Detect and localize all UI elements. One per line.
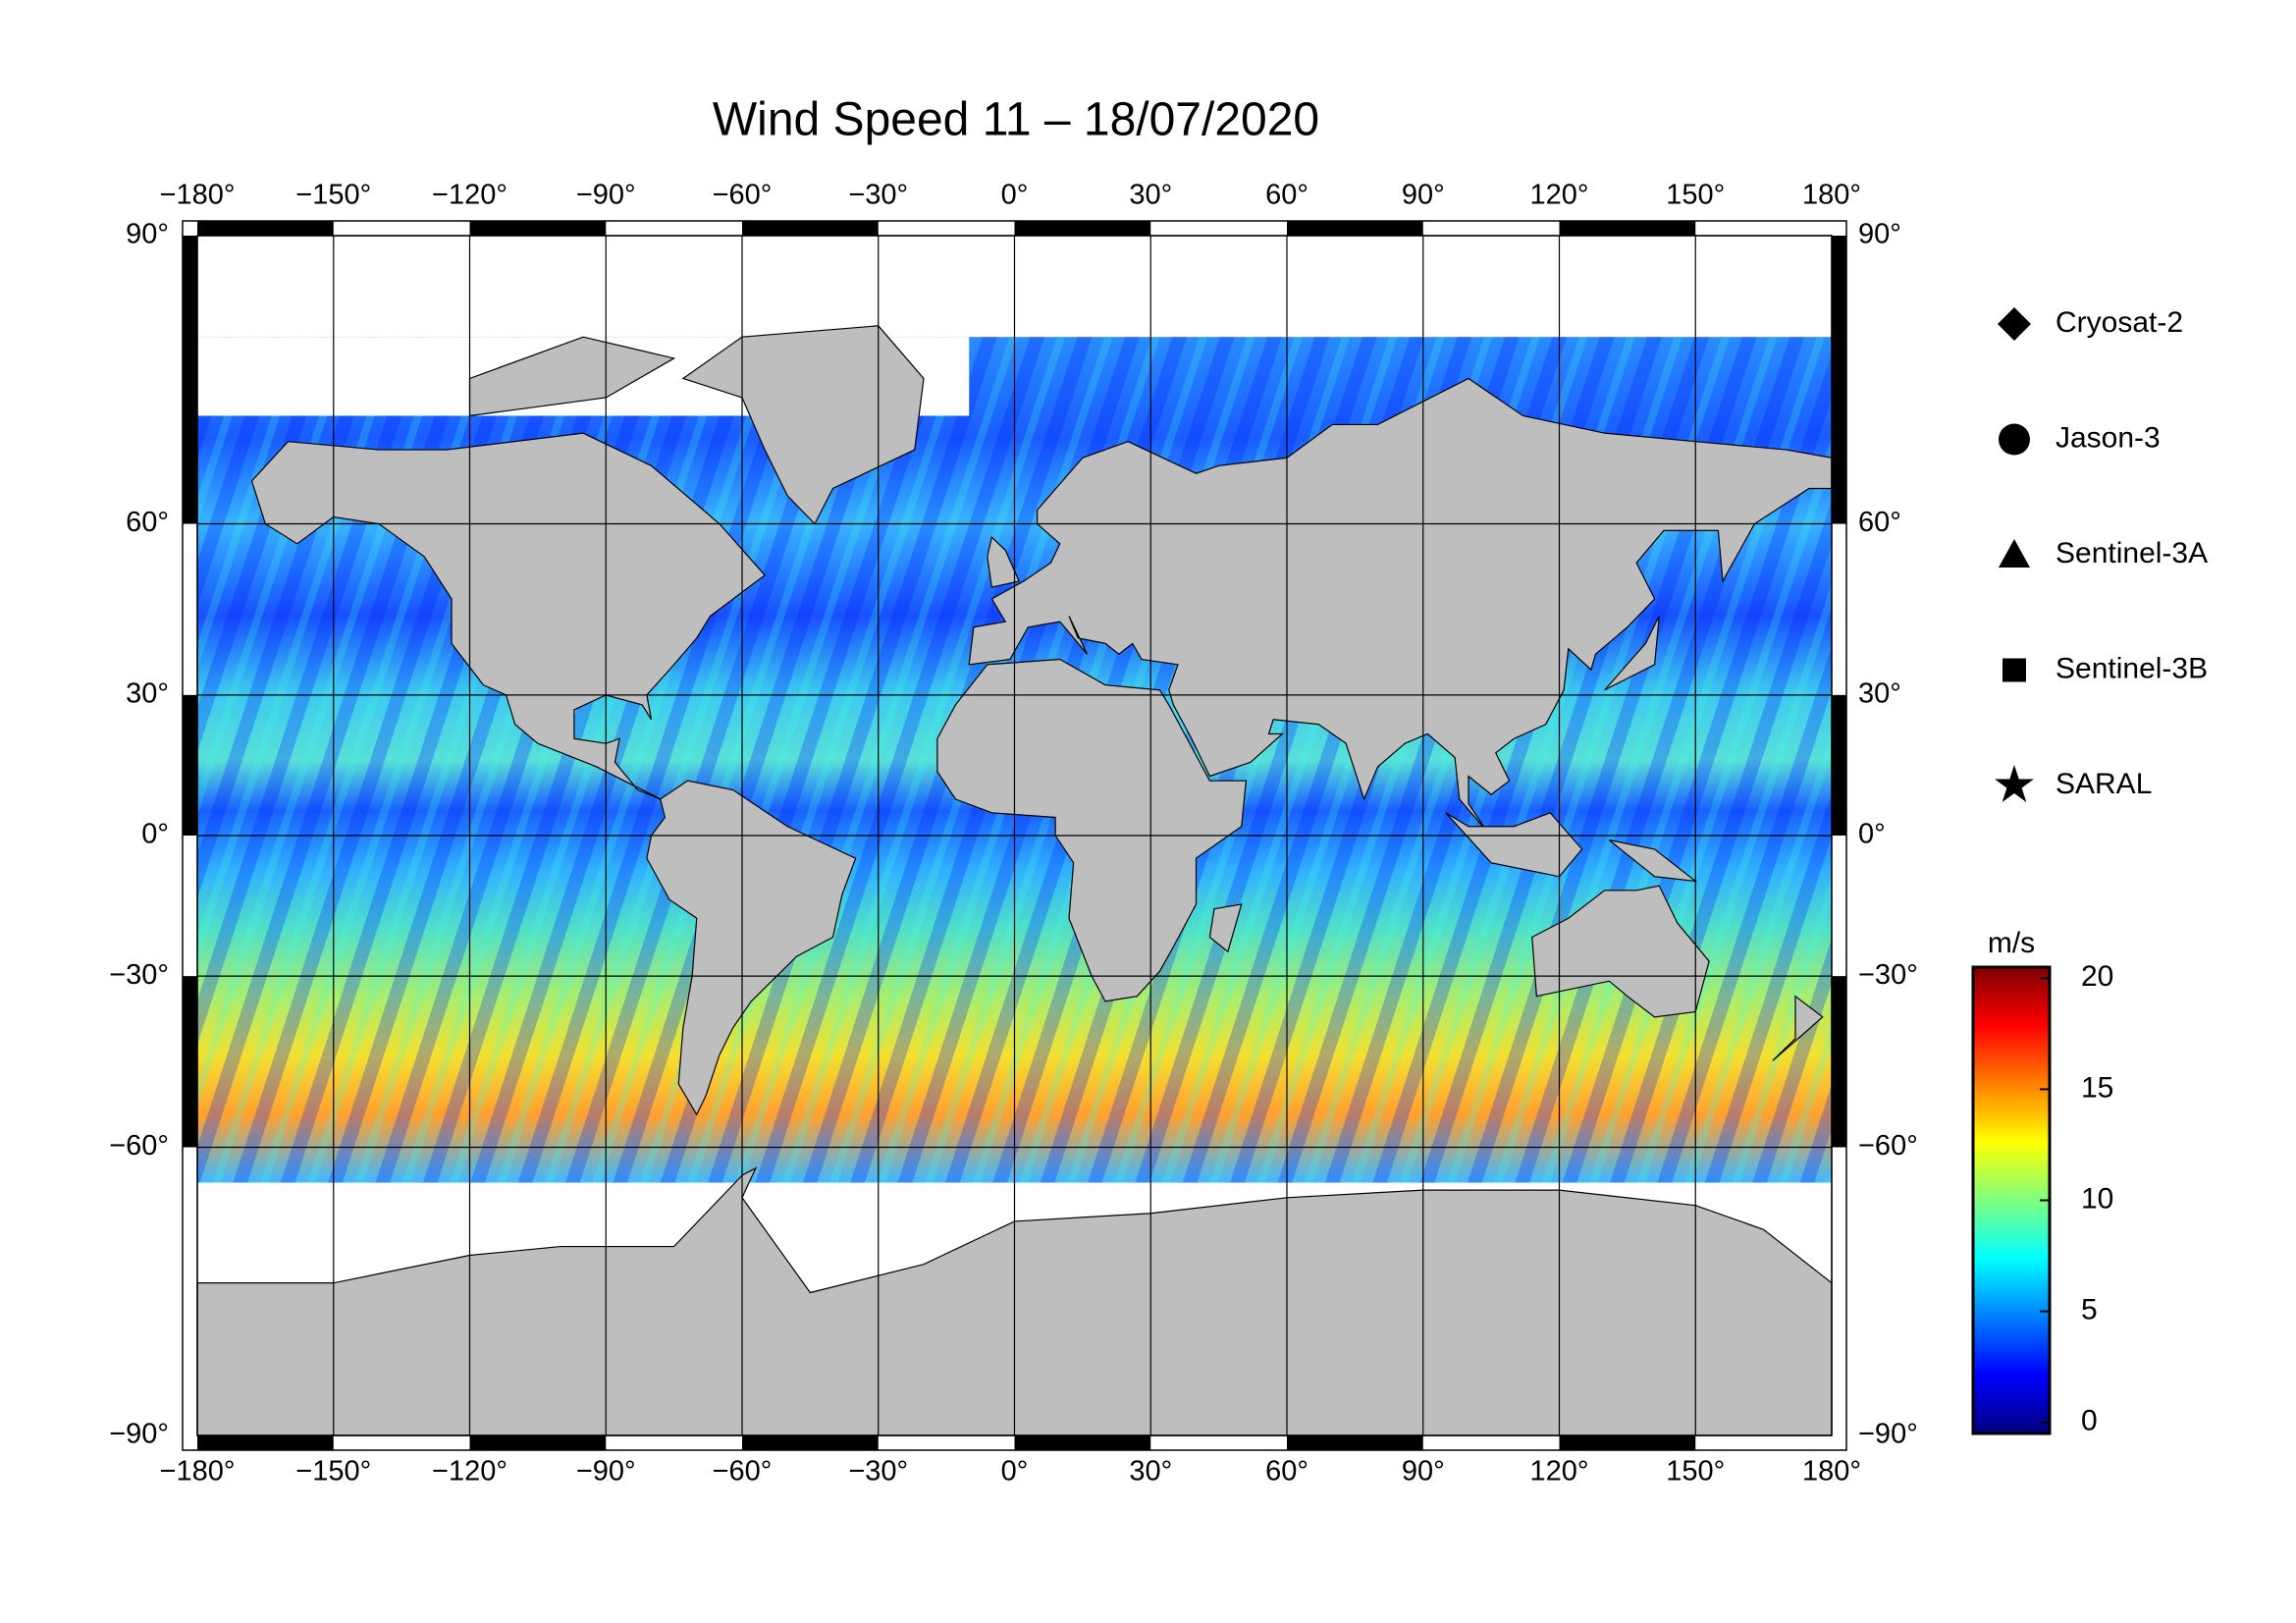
x-tick-label: −120° [432, 180, 507, 211]
frame-bar [469, 1435, 607, 1450]
frame-bar [1832, 236, 1846, 524]
colorbar-tick-label: 5 [2081, 1294, 2098, 1326]
legend-marker [1999, 539, 2030, 568]
x-tick-label: −120° [432, 1456, 507, 1488]
y-tick-label: 90° [1858, 219, 1901, 250]
x-tick-label: −60° [713, 1456, 773, 1488]
axes: −180° −180° −150° −150° −120° −120° −90° −90° −6… [109, 180, 1918, 1488]
x-tick-label: 180° [1802, 1456, 1861, 1488]
frame-bar [1287, 1435, 1423, 1450]
x-tick-label: 0° [1001, 180, 1029, 211]
frame-bar [1559, 1435, 1696, 1450]
frame-bar [197, 1435, 334, 1450]
land [681, 325, 925, 525]
x-tick-label: −90° [576, 1456, 636, 1488]
colorbar-scale [1971, 965, 2052, 1435]
frame-bar [1832, 694, 1846, 836]
x-tick-label: 150° [1666, 180, 1725, 211]
colorbar-tick-label: 0 [2081, 1405, 2098, 1437]
x-tick-label: −180° [160, 180, 236, 211]
legend-label: SARAL [2056, 768, 2152, 800]
land [1208, 903, 1243, 953]
land [1604, 616, 1660, 691]
y-tick-label: −90° [109, 1419, 169, 1450]
colorbar-tick-label: 20 [2081, 960, 2113, 993]
y-tick-label: −90° [1858, 1419, 1918, 1450]
y-tick-label: 30° [126, 678, 169, 710]
legend-label: Cryosat-2 [2056, 306, 2183, 339]
x-tick-label: 120° [1530, 1456, 1589, 1488]
x-tick-label: −180° [160, 1456, 236, 1488]
x-tick-label: 60° [1265, 1456, 1308, 1488]
y-tick-label: −30° [109, 959, 169, 991]
x-tick-label: 180° [1802, 180, 1861, 211]
legend-label: Sentinel-3B [2056, 652, 2208, 684]
x-tick-label: 0° [1001, 1456, 1029, 1488]
frame-bar [742, 1435, 879, 1450]
y-tick-label: −30° [1858, 959, 1918, 991]
colorbar-unit: m/s [1988, 927, 2035, 959]
frame-bar [1559, 221, 1696, 236]
frame-bar [183, 236, 197, 524]
map-title: Wind Speed 11 – 18/07/2020 [713, 94, 1319, 146]
y-tick-label: 60° [126, 507, 169, 538]
y-tick-label: −60° [109, 1130, 169, 1162]
x-tick-label: −30° [848, 180, 908, 211]
x-tick-label: −60° [713, 180, 773, 211]
frame-bar [197, 221, 334, 236]
frame-bar [183, 976, 197, 1148]
frame-bar [183, 694, 197, 836]
frame-bar [1832, 976, 1846, 1148]
legend-label: Sentinel-3A [2056, 537, 2208, 569]
frame [196, 235, 1833, 1436]
x-tick-label: −150° [295, 180, 371, 211]
x-tick-label: −150° [295, 1456, 371, 1488]
x-tick-label: −90° [576, 180, 636, 211]
frame-bar [469, 221, 607, 236]
frame-bar [1014, 221, 1151, 236]
colorbar: m/s 0 5 10 15 20 [1971, 927, 2113, 1437]
y-tick-label: −60° [1858, 1130, 1918, 1162]
y-tick-label: 60° [1858, 507, 1901, 538]
land [1531, 885, 1710, 1018]
x-tick-label: 120° [1530, 180, 1589, 211]
frame-bar [1287, 221, 1423, 236]
y-tick-label: 90° [126, 219, 169, 250]
legend-marker [1995, 765, 2034, 802]
x-tick-label: 90° [1402, 180, 1445, 211]
x-tick-label: −30° [848, 1456, 908, 1488]
y-tick-label: 0° [141, 819, 169, 850]
x-tick-label: 90° [1402, 1456, 1445, 1488]
colorbar-tick-label: 10 [2081, 1182, 2113, 1215]
frame-bar [1014, 1435, 1151, 1450]
x-tick-label: 30° [1129, 1456, 1172, 1488]
legend-label: Jason-3 [2056, 421, 2161, 454]
y-tick-label: 30° [1858, 678, 1901, 710]
legend: Cryosat-2 Jason-3 Sentinel-3A Sentinel-3B SA… [1995, 306, 2208, 802]
legend-marker [2002, 658, 2026, 682]
land [646, 780, 857, 1116]
x-tick-label: 30° [1129, 180, 1172, 211]
land [1445, 812, 1583, 878]
colorbar-tick-label: 15 [2081, 1071, 2113, 1104]
x-tick-label: 150° [1666, 1456, 1725, 1488]
y-tick-label: 0° [1858, 819, 1886, 850]
frame-bar [742, 221, 879, 236]
frame [182, 220, 1847, 1451]
legend-marker [1998, 307, 2031, 341]
legend-marker [1999, 423, 2030, 456]
x-tick-label: 60° [1265, 180, 1308, 211]
land [968, 377, 1833, 832]
land [1772, 995, 1824, 1061]
